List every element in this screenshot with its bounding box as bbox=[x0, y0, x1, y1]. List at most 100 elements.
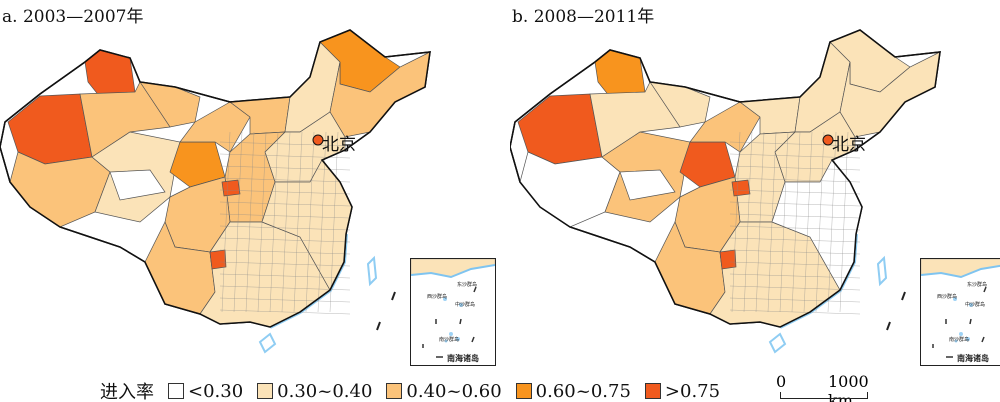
boundary-dash bbox=[376, 321, 381, 331]
county-boundary bbox=[317, 131, 327, 313]
county-boundary bbox=[233, 131, 243, 313]
panel-b-title: b. 2008—2011年 bbox=[512, 7, 655, 27]
region-hotspot2 bbox=[719, 249, 737, 270]
county-boundary bbox=[219, 201, 351, 207]
hainan-island bbox=[768, 332, 787, 354]
county-boundary bbox=[329, 131, 339, 313]
county-boundary bbox=[839, 131, 849, 313]
county-boundary bbox=[755, 131, 765, 313]
south-china-sea-inset-b: 东沙群岛 西沙群岛 中沙群岛 南沙群岛 南海诸岛 bbox=[920, 258, 1000, 366]
county-boundary bbox=[729, 297, 861, 303]
legend-label: <0.30 bbox=[188, 380, 244, 402]
county-boundary bbox=[219, 177, 351, 183]
county-boundary bbox=[729, 189, 861, 195]
county-boundary bbox=[729, 237, 861, 243]
county-boundary bbox=[729, 141, 861, 147]
legend-swatch bbox=[168, 383, 184, 399]
county-boundary bbox=[729, 225, 861, 231]
hainan-island bbox=[258, 332, 277, 354]
beijing-marker bbox=[822, 134, 834, 146]
county-boundary bbox=[729, 201, 861, 207]
county-boundary bbox=[219, 165, 351, 171]
xisha-label: 西沙群岛 bbox=[427, 294, 448, 300]
zhongsha-label: 中沙群岛 bbox=[455, 302, 476, 308]
county-boundary bbox=[269, 131, 279, 313]
south-china-sea-inset-a: 东沙群岛 西沙群岛 中沙群岛 南沙群岛 南海诸岛 bbox=[410, 258, 496, 366]
county-boundary bbox=[767, 131, 777, 313]
boundary-dash bbox=[901, 291, 906, 301]
scale-end: 1000 km bbox=[828, 372, 869, 402]
county-boundary bbox=[815, 131, 825, 313]
zhongsha-label: 中沙群岛 bbox=[965, 302, 986, 308]
region-hotspot1 bbox=[731, 179, 751, 197]
legend-label: 0.40~0.60 bbox=[406, 380, 502, 402]
xisha-label: 西沙群岛 bbox=[937, 294, 958, 300]
nanhai-label: 南海诸岛 bbox=[957, 353, 989, 363]
county-boundary bbox=[293, 131, 303, 313]
country-border bbox=[510, 29, 941, 328]
legend-item: 0.60~0.75 bbox=[515, 381, 631, 402]
county-boundary bbox=[743, 131, 753, 313]
county-boundary bbox=[305, 131, 315, 313]
legend-title: 进入率 bbox=[100, 382, 154, 402]
county-boundary bbox=[219, 225, 351, 231]
scale-start: 0 bbox=[776, 372, 787, 391]
county-boundary bbox=[257, 131, 267, 313]
nansha-label: 南沙群岛 bbox=[439, 337, 460, 343]
legend-item: >0.75 bbox=[644, 380, 721, 402]
nanhai-label: 南海诸岛 bbox=[447, 353, 479, 363]
beijing-label-b: 北京 bbox=[832, 135, 866, 155]
county-boundary bbox=[219, 297, 351, 303]
legend-item: 0.40~0.60 bbox=[386, 380, 502, 402]
county-boundary bbox=[219, 141, 351, 147]
dongsha-label: 东沙群岛 bbox=[967, 282, 988, 288]
county-boundary bbox=[219, 273, 351, 279]
legend-item: 0.30~0.40 bbox=[257, 381, 372, 402]
legend-swatch bbox=[515, 383, 532, 399]
map-panel-b bbox=[510, 29, 941, 354]
county-boundary bbox=[219, 285, 351, 291]
county-boundary bbox=[729, 213, 861, 219]
county-boundary bbox=[729, 285, 861, 291]
county-boundary bbox=[729, 309, 861, 315]
county-boundary bbox=[245, 131, 255, 313]
region-hotspot1 bbox=[221, 179, 241, 197]
map-panel-a bbox=[0, 29, 431, 354]
county-boundary bbox=[827, 131, 837, 313]
scale-bar: 0 1000 km bbox=[772, 372, 892, 402]
county-boundary bbox=[731, 131, 741, 313]
legend-label: >0.75 bbox=[664, 380, 721, 402]
county-boundary bbox=[281, 131, 291, 313]
county-boundary bbox=[729, 177, 861, 183]
county-boundary bbox=[791, 131, 801, 313]
legend-swatch bbox=[257, 383, 274, 399]
county-boundary bbox=[219, 189, 351, 195]
county-boundary bbox=[219, 249, 351, 255]
region-qinghai_w bbox=[109, 169, 166, 201]
county-boundary bbox=[729, 249, 861, 255]
beijing-marker bbox=[312, 134, 324, 146]
county-boundary bbox=[729, 165, 861, 171]
county-boundary bbox=[729, 273, 861, 279]
taiwan-island bbox=[876, 255, 888, 287]
county-boundary bbox=[221, 131, 231, 313]
legend-label: 0.30~0.40 bbox=[277, 380, 373, 402]
legend-swatch bbox=[644, 383, 661, 399]
county-boundary bbox=[779, 131, 789, 313]
scale-line bbox=[780, 392, 868, 399]
legend-item: <0.30 bbox=[168, 381, 243, 402]
inset-islands bbox=[921, 259, 1000, 358]
country-border bbox=[0, 29, 431, 328]
inset-islands bbox=[411, 259, 495, 358]
boundary-dash bbox=[886, 321, 891, 331]
region-qinghai_w bbox=[619, 169, 676, 201]
dongsha-label: 东沙群岛 bbox=[457, 282, 478, 288]
panel-a-title: a. 2003—2007年 bbox=[2, 7, 144, 27]
county-boundary bbox=[729, 261, 861, 267]
legend-swatch bbox=[386, 383, 403, 399]
region-hotspot2 bbox=[209, 249, 227, 270]
county-boundary bbox=[219, 309, 351, 315]
county-boundary bbox=[219, 213, 351, 219]
county-boundary bbox=[219, 237, 351, 243]
